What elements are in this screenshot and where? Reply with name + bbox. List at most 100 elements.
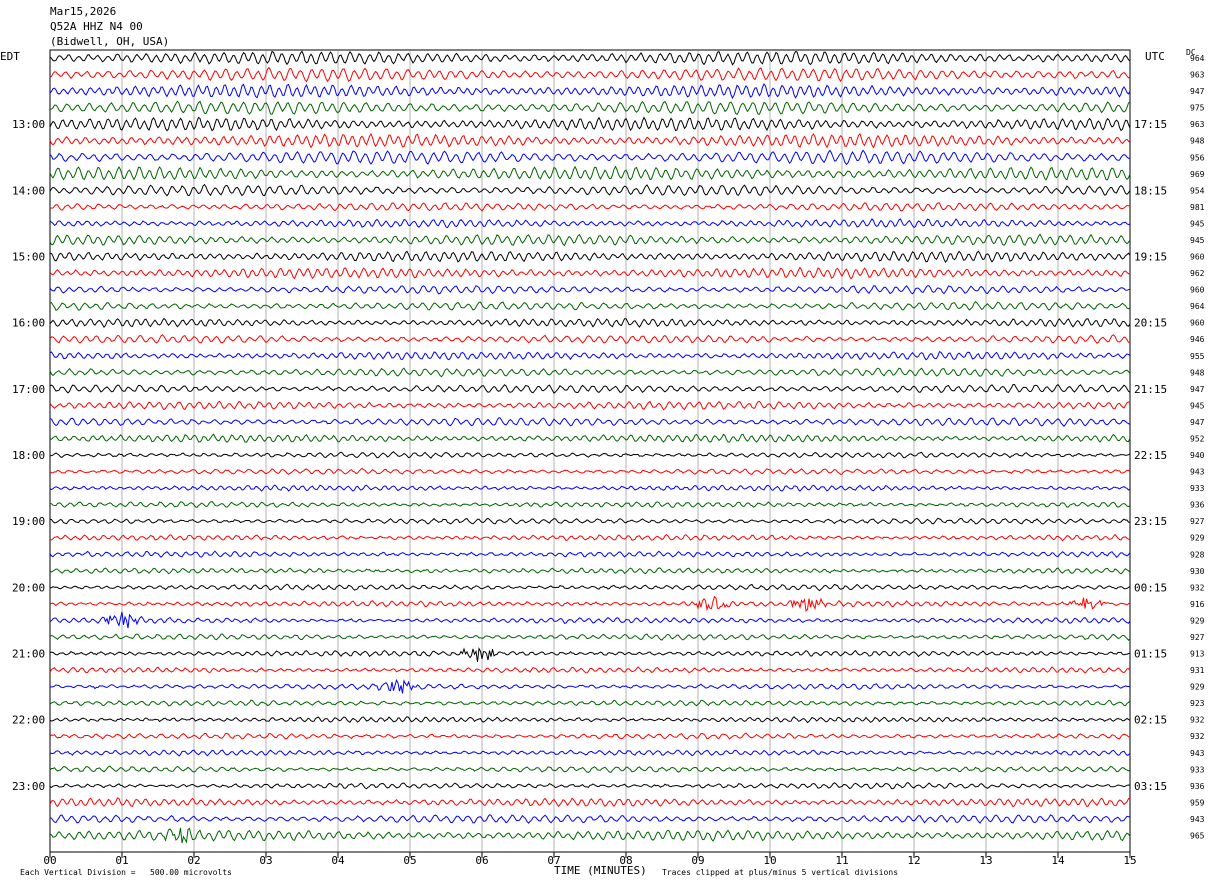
dc-offset-label: 947: [1190, 418, 1205, 427]
dc-offset-label: 975: [1190, 104, 1205, 113]
dc-offset-label: 963: [1190, 120, 1205, 129]
trace-line: [49, 400, 1131, 411]
dc-offset-label: 945: [1190, 219, 1205, 228]
dc-offset-label: 928: [1190, 550, 1205, 559]
dc-offset-label: 947: [1190, 87, 1205, 96]
trace-line: [49, 501, 1131, 508]
trace-line: [49, 451, 1131, 459]
trace-line: [49, 285, 1131, 295]
trace-line: [49, 797, 1131, 808]
dc-offset-label: 931: [1190, 666, 1205, 675]
trace-line: [49, 749, 1131, 757]
edt-time-label: 18:00: [12, 449, 45, 462]
utc-time-label: 00:15: [1134, 581, 1167, 594]
x-tick-label: 11: [835, 854, 848, 867]
dc-offset-label: 945: [1190, 236, 1205, 245]
utc-time-label: 17:15: [1134, 118, 1167, 131]
edt-time-label: 21:00: [12, 648, 45, 661]
dc-offset-label: 945: [1190, 401, 1205, 410]
dc-offset-label: 929: [1190, 683, 1205, 692]
trace-line: [49, 595, 1131, 612]
dc-offset-label: 936: [1190, 782, 1205, 791]
x-tick-label: 15: [1123, 854, 1136, 867]
dc-offset-label: 981: [1190, 203, 1205, 212]
edt-time-label: 13:00: [12, 118, 45, 131]
trace-line: [49, 716, 1131, 724]
trace-line: [49, 116, 1131, 132]
trace-line: [49, 334, 1131, 345]
trace-line: [49, 100, 1131, 116]
utc-time-label: 21:15: [1134, 383, 1167, 396]
left-axis-label: EDT: [0, 50, 20, 63]
dc-offset-label: 943: [1190, 749, 1205, 758]
dc-offset-label: 943: [1190, 815, 1205, 824]
dc-offset-label: 952: [1190, 434, 1205, 443]
trace-line: [49, 678, 1131, 694]
trace-line: [49, 611, 1131, 629]
dc-offset-label: 956: [1190, 153, 1205, 162]
trace-line: [49, 699, 1131, 707]
trace-line: [49, 149, 1131, 166]
trace-line: [49, 383, 1131, 394]
dc-offset-label: 962: [1190, 269, 1205, 278]
dc-offset-label: 964: [1190, 302, 1205, 311]
dc-offset-label: 959: [1190, 798, 1205, 807]
dc-offset-label: 933: [1190, 484, 1205, 493]
trace-line: [49, 351, 1131, 361]
trace-line: [49, 417, 1131, 427]
trace-line: [49, 132, 1131, 149]
utc-time-label: 19:15: [1134, 251, 1167, 264]
dc-offset-label: 932: [1190, 732, 1205, 741]
trace-line: [49, 550, 1131, 559]
utc-time-label: 03:15: [1134, 780, 1167, 793]
x-axis-title: TIME (MINUTES): [554, 864, 647, 877]
x-tick-label: 13: [979, 854, 992, 867]
utc-time-label: 01:15: [1134, 648, 1167, 661]
x-tick-label: 09: [691, 854, 704, 867]
edt-time-label: 14:00: [12, 184, 45, 197]
label-group: 00 01 02 03 04 05 06 07 08 09 10 11 12 13 14 15 964 963 94…: [12, 54, 1205, 867]
dc-offset-label: 916: [1190, 600, 1205, 609]
x-tick-label: 05: [403, 854, 416, 867]
trace-line: [49, 218, 1131, 229]
dc-offset-label: 948: [1190, 137, 1205, 146]
utc-time-label: 18:15: [1134, 184, 1167, 197]
x-tick-label: 10: [763, 854, 776, 867]
dc-offset-label: 927: [1190, 517, 1205, 526]
x-tick-label: 12: [907, 854, 920, 867]
dc-offset-label: 933: [1190, 765, 1205, 774]
dc-offset-label: 960: [1190, 253, 1205, 262]
utc-time-label: 22:15: [1134, 449, 1167, 462]
x-tick-label: 04: [331, 854, 345, 867]
trace-line: [49, 233, 1131, 247]
x-tick-label: 03: [259, 854, 272, 867]
trace-line: [49, 533, 1131, 542]
trace-line: [49, 484, 1131, 492]
x-tick-label: 07: [547, 854, 560, 867]
dc-offset-label: 940: [1190, 451, 1205, 460]
header-location: (Bidwell, OH, USA): [50, 35, 170, 48]
trace-line: [49, 50, 1131, 66]
utc-time-label: 02:15: [1134, 714, 1167, 727]
trace-line: [49, 317, 1131, 328]
trace-line: [49, 517, 1131, 525]
dc-offset-label: 923: [1190, 699, 1205, 708]
trace-line: [49, 367, 1131, 378]
dc-offset-label: 969: [1190, 170, 1205, 179]
trace-line: [50, 583, 1131, 592]
trace-line: [49, 765, 1131, 773]
trace-line: [49, 433, 1131, 443]
x-tick-label: 00: [43, 854, 56, 867]
x-tick-label: 14: [1051, 854, 1065, 867]
dc-offset-label: 913: [1190, 650, 1205, 659]
dc-offset-label: 929: [1190, 534, 1205, 543]
trace-line: [49, 66, 1131, 83]
dc-offset-label: 929: [1190, 616, 1205, 625]
trace-line: [49, 633, 1131, 641]
edt-time-label: 20:00: [12, 581, 45, 594]
dc-offset-label: 948: [1190, 368, 1205, 377]
trace-line: [49, 202, 1131, 212]
trace-line: [49, 567, 1131, 575]
trace-group: [49, 50, 1131, 844]
utc-time-label: 20:15: [1134, 317, 1167, 330]
